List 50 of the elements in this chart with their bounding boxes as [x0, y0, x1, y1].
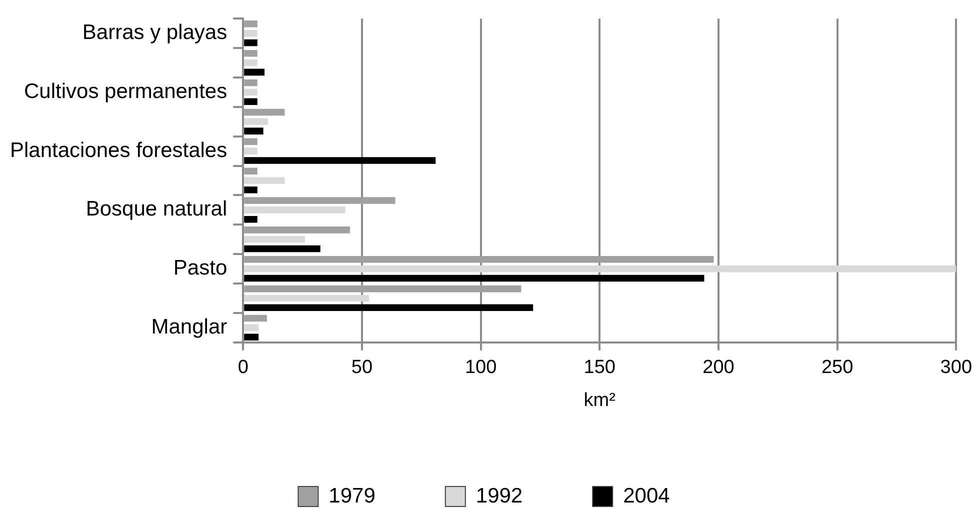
x-tick-label: 50 — [351, 357, 373, 378]
x-tick-label: 150 — [584, 357, 616, 378]
y-tick-label: Cultivos permanentes — [24, 80, 228, 103]
bar — [244, 285, 522, 292]
x-tick-label: 300 — [940, 357, 972, 378]
bar — [244, 79, 258, 86]
bar — [244, 157, 436, 164]
bar — [244, 59, 258, 66]
bar — [244, 265, 956, 272]
bar — [244, 245, 320, 252]
legend-label: 1992 — [476, 484, 523, 508]
bar — [244, 274, 704, 282]
x-tick-label: 100 — [464, 357, 497, 378]
y-tick-label: Bosque natural — [86, 198, 228, 221]
bar — [244, 148, 258, 154]
y-tick-label: Plantaciones forestales — [10, 138, 228, 162]
bar — [244, 128, 264, 134]
x-tick-label: 250 — [821, 357, 854, 378]
bar — [244, 118, 268, 126]
bar — [244, 108, 285, 116]
legend-label: 1979 — [328, 484, 376, 508]
bar — [244, 98, 258, 105]
bar — [244, 138, 258, 146]
bar — [244, 304, 534, 312]
bar — [244, 236, 305, 243]
bar — [244, 186, 258, 194]
bar — [244, 334, 259, 340]
bar — [244, 256, 714, 263]
x-axis-title: km² — [584, 390, 616, 411]
x-tick-label: 200 — [702, 357, 734, 378]
bar — [244, 197, 396, 204]
bar — [244, 20, 258, 28]
y-tick-label: Pasto — [173, 256, 228, 280]
bar — [244, 206, 346, 214]
bar — [244, 314, 267, 322]
bar — [244, 226, 350, 234]
bar — [244, 177, 285, 184]
y-tick-label: Barras y playas — [82, 21, 228, 44]
bar — [244, 50, 258, 57]
x-tick-label: 0 — [238, 357, 248, 378]
legend-label: 2004 — [623, 484, 670, 508]
bar — [244, 294, 370, 302]
y-tick-label: Manglar — [151, 315, 228, 338]
bar — [244, 168, 258, 174]
bar — [244, 30, 258, 37]
bar — [244, 216, 258, 223]
bar — [244, 324, 259, 332]
bar — [244, 68, 265, 76]
bar — [244, 39, 258, 46]
bar — [244, 88, 258, 96]
